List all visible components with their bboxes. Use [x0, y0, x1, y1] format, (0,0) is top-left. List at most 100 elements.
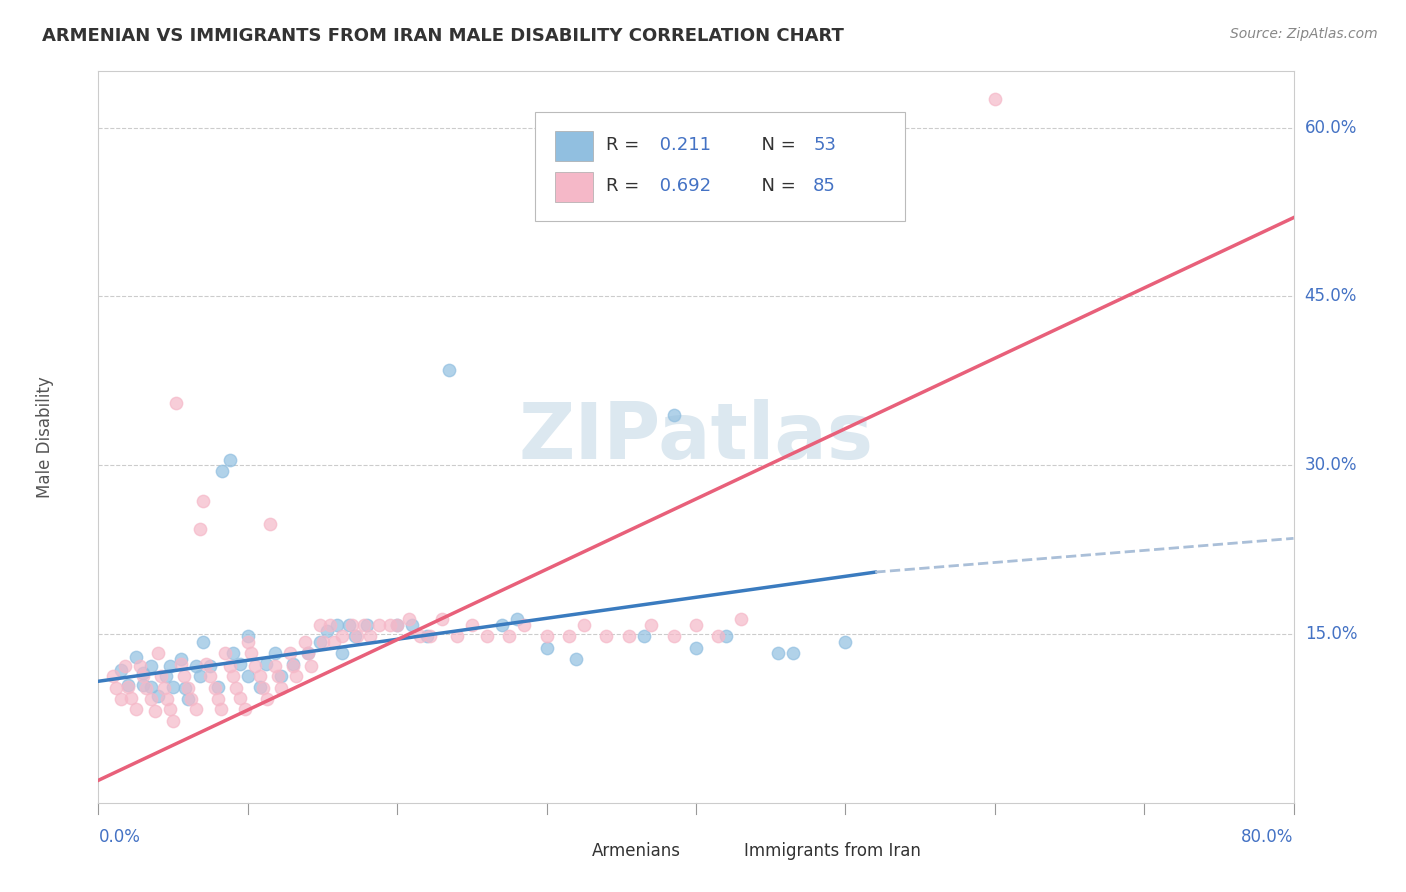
Point [117, 678, 139, 692]
Point [278, 646, 301, 660]
Text: 30.0%: 30.0% [1305, 456, 1357, 475]
Point [180, 692, 202, 706]
Point [513, 618, 536, 632]
Point [245, 658, 267, 673]
Point [685, 640, 707, 655]
Point [565, 652, 588, 666]
Point [714, 629, 737, 643]
Point [259, 516, 281, 531]
Point [284, 668, 307, 682]
Point [200, 668, 222, 682]
Text: Armenians: Armenians [592, 842, 681, 860]
Point [323, 635, 346, 649]
Point [408, 629, 430, 643]
Point [132, 678, 155, 692]
Point [110, 692, 132, 706]
Point [475, 629, 498, 643]
Point [430, 612, 453, 626]
Point [308, 618, 330, 632]
Point [105, 681, 128, 695]
Text: Male Disability: Male Disability [35, 376, 53, 498]
Text: 0.211: 0.211 [654, 136, 711, 154]
Point [222, 668, 245, 682]
FancyBboxPatch shape [534, 112, 905, 221]
Point [125, 649, 148, 664]
Point [188, 668, 211, 682]
Point [125, 702, 148, 716]
Text: Source: ZipAtlas.com: Source: ZipAtlas.com [1230, 27, 1378, 41]
Point [209, 702, 232, 716]
Point [401, 618, 423, 632]
Bar [710, 841, 737, 863]
Point [595, 629, 617, 643]
Point [766, 646, 789, 660]
Text: 53: 53 [813, 136, 837, 154]
Point [984, 93, 1007, 107]
Point [249, 680, 271, 694]
Text: 0.0%: 0.0% [98, 828, 141, 846]
Bar [558, 841, 585, 863]
Point [184, 658, 207, 673]
Point [184, 702, 207, 716]
Point [114, 658, 136, 673]
Point [344, 629, 367, 643]
Point [707, 629, 730, 643]
Point [316, 624, 339, 638]
Point [730, 612, 752, 626]
Text: 45.0%: 45.0% [1305, 287, 1357, 305]
Point [139, 680, 162, 694]
Point [139, 658, 162, 673]
Point [211, 464, 233, 478]
Text: 60.0%: 60.0% [1305, 119, 1357, 136]
Point [368, 618, 391, 632]
Point [135, 681, 157, 695]
Text: ZIPatlas: ZIPatlas [519, 399, 873, 475]
Point [132, 666, 155, 681]
Point [398, 612, 420, 626]
Point [207, 680, 229, 694]
Point [572, 618, 595, 632]
Point [330, 629, 353, 643]
Point [159, 658, 181, 673]
Point [378, 618, 401, 632]
Point [281, 658, 304, 673]
Point [558, 629, 581, 643]
Point [640, 618, 662, 632]
Text: 80.0%: 80.0% [1241, 828, 1294, 846]
Point [536, 629, 558, 643]
Point [143, 704, 166, 718]
Point [239, 646, 262, 660]
Point [156, 692, 179, 706]
Point [139, 692, 162, 706]
Point [236, 635, 259, 649]
Point [491, 618, 513, 632]
Point [416, 629, 439, 643]
Point [169, 657, 191, 672]
Text: R =: R = [606, 178, 645, 195]
Point [153, 681, 176, 695]
Bar [555, 172, 593, 202]
Point [204, 681, 226, 695]
Point [173, 668, 195, 682]
Point [110, 663, 132, 677]
Point [834, 635, 856, 649]
Point [782, 646, 804, 660]
Point [256, 692, 278, 706]
Point [233, 702, 256, 716]
Text: 0.692: 0.692 [654, 178, 711, 195]
Point [200, 658, 222, 673]
Point [356, 618, 378, 632]
Text: Immigrants from Iran: Immigrants from Iran [744, 842, 921, 860]
Point [103, 668, 125, 682]
Point [219, 452, 242, 467]
Point [311, 635, 333, 649]
Point [219, 658, 242, 673]
Point [633, 629, 655, 643]
Point [229, 657, 252, 672]
Point [150, 668, 173, 682]
Point [294, 635, 316, 649]
Point [191, 635, 214, 649]
Point [214, 646, 236, 660]
Point [177, 681, 200, 695]
Point [299, 658, 322, 673]
